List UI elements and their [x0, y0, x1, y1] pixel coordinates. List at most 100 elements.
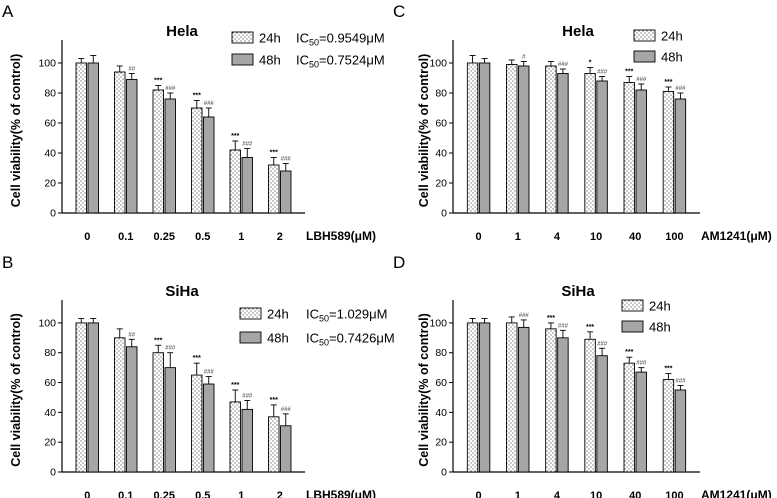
bar-48h-40 [635, 89, 647, 214]
legend-swatch-24h [621, 299, 644, 312]
panel-label-c: C [393, 2, 405, 21]
ic50-prefix: IC [296, 53, 309, 68]
y-tick-label: 60 [435, 377, 447, 389]
legend-label-48h: 48h [649, 320, 671, 335]
x-tick-label: 10 [590, 490, 602, 498]
bar-48h-1 [241, 157, 253, 214]
bar-48h-2 [280, 425, 292, 473]
x-tick-label: 0.25 [154, 231, 175, 243]
bar-48h-4 [557, 337, 569, 473]
bar-24h-2 [268, 164, 280, 214]
bar-24h-0 [75, 62, 87, 214]
bar-24h-1 [229, 401, 241, 473]
legend-swatch-24h [231, 31, 254, 44]
bar-48h-1 [241, 408, 253, 473]
y-tick-label: 40 [44, 407, 56, 419]
x-tick-label: 0 [476, 490, 482, 498]
significance-mark: *** [231, 133, 239, 140]
bar-24h-0.1 [114, 71, 126, 214]
bar-48h-0.25 [164, 367, 176, 473]
legend-label-24h: 24h [259, 31, 281, 46]
significance-mark: ### [165, 346, 176, 352]
bar-24h-100 [662, 91, 675, 214]
bar-48h-0.25 [164, 98, 176, 214]
bar-48h-0 [87, 62, 99, 214]
bar-24h-0.5 [191, 107, 203, 214]
x-axis-label: LBH589(μM) [306, 488, 376, 498]
bar-24h-0.25 [152, 352, 164, 473]
significance-mark: ### [558, 62, 569, 68]
y-tick-label: 40 [435, 148, 447, 160]
significance-mark: ### [675, 86, 686, 92]
x-tick-label: 40 [629, 231, 641, 243]
ic50-prefix: IC [306, 331, 319, 346]
bar-48h-0 [87, 322, 99, 473]
bar-48h-0.5 [203, 383, 215, 473]
bar-24h-1 [506, 64, 518, 214]
y-tick-label: 80 [435, 88, 447, 100]
significance-mark: ### [597, 341, 608, 347]
significance-mark: ### [242, 393, 253, 399]
legend-swatch-24h [239, 307, 262, 320]
legend-swatch-48h [239, 331, 262, 344]
significance-mark: *** [586, 324, 594, 331]
significance-mark: ### [558, 323, 569, 329]
ic50-label: IC50=0.9549μM [296, 31, 385, 48]
bar-24h-100 [662, 379, 675, 473]
y-axis-label: Cell viability(% of control) [417, 313, 431, 467]
bar-48h-0 [478, 62, 491, 214]
x-tick-label: 0.5 [195, 490, 210, 498]
chart-title: SiHa [561, 283, 595, 300]
y-tick-label: 100 [38, 317, 56, 329]
legend-swatch-48h [621, 320, 644, 333]
significance-mark: ### [281, 407, 292, 413]
y-tick-label: 20 [44, 437, 56, 449]
y-tick-label: 0 [441, 208, 447, 220]
bar-24h-4 [545, 65, 557, 214]
bar-48h-1 [518, 326, 530, 473]
x-tick-label: 0 [84, 231, 90, 243]
y-axis-label: Cell viability(% of control) [417, 54, 431, 208]
significance-mark: ### [165, 86, 176, 92]
legend-label-48h: 48h [259, 53, 281, 68]
chart-title: Hela [562, 23, 594, 40]
significance-mark: *** [154, 337, 162, 344]
y-tick-label: 80 [435, 347, 447, 359]
legend-swatch-48h [633, 50, 656, 63]
legend-label-24h: 24h [649, 299, 671, 314]
ic50-subscript: 50 [309, 60, 319, 70]
bar-24h-0 [75, 322, 87, 473]
x-tick-label: 0.25 [154, 490, 175, 498]
significance-mark: ### [204, 370, 215, 376]
significance-mark: *** [625, 349, 633, 356]
x-tick-label: 1 [515, 490, 521, 498]
ic50-label: IC50=1.029μM [306, 307, 387, 324]
y-tick-label: 0 [441, 467, 447, 479]
bar-24h-2 [268, 416, 280, 473]
significance-mark: ### [636, 361, 647, 367]
bar-24h-40 [623, 82, 635, 214]
legend-label-48h: 48h [267, 331, 289, 346]
significance-mark: *** [664, 79, 672, 86]
x-tick-label: 100 [665, 231, 683, 243]
x-axis-label: AM1241(μM) [701, 229, 772, 243]
y-tick-label: 60 [44, 377, 56, 389]
ic50-subscript: 50 [319, 338, 329, 348]
ic50-subscript: 50 [309, 38, 319, 48]
significance-mark: ### [636, 77, 647, 83]
significance-mark: *** [193, 93, 201, 100]
y-axis-label: Cell viability(% of control) [9, 54, 23, 208]
significance-mark: *** [154, 78, 162, 85]
x-axis-label: AM1241(μM) [701, 488, 772, 498]
legend-label-24h: 24h [661, 29, 683, 44]
bar-24h-0.25 [152, 89, 164, 214]
bar-24h-0 [466, 62, 479, 214]
y-tick-label: 0 [50, 208, 56, 220]
y-tick-label: 80 [44, 88, 56, 100]
chart-title: SiHa [165, 283, 199, 300]
x-tick-label: 2 [277, 490, 283, 498]
significance-mark: *** [664, 366, 672, 373]
ic50-value: =0.7426μM [329, 331, 395, 346]
